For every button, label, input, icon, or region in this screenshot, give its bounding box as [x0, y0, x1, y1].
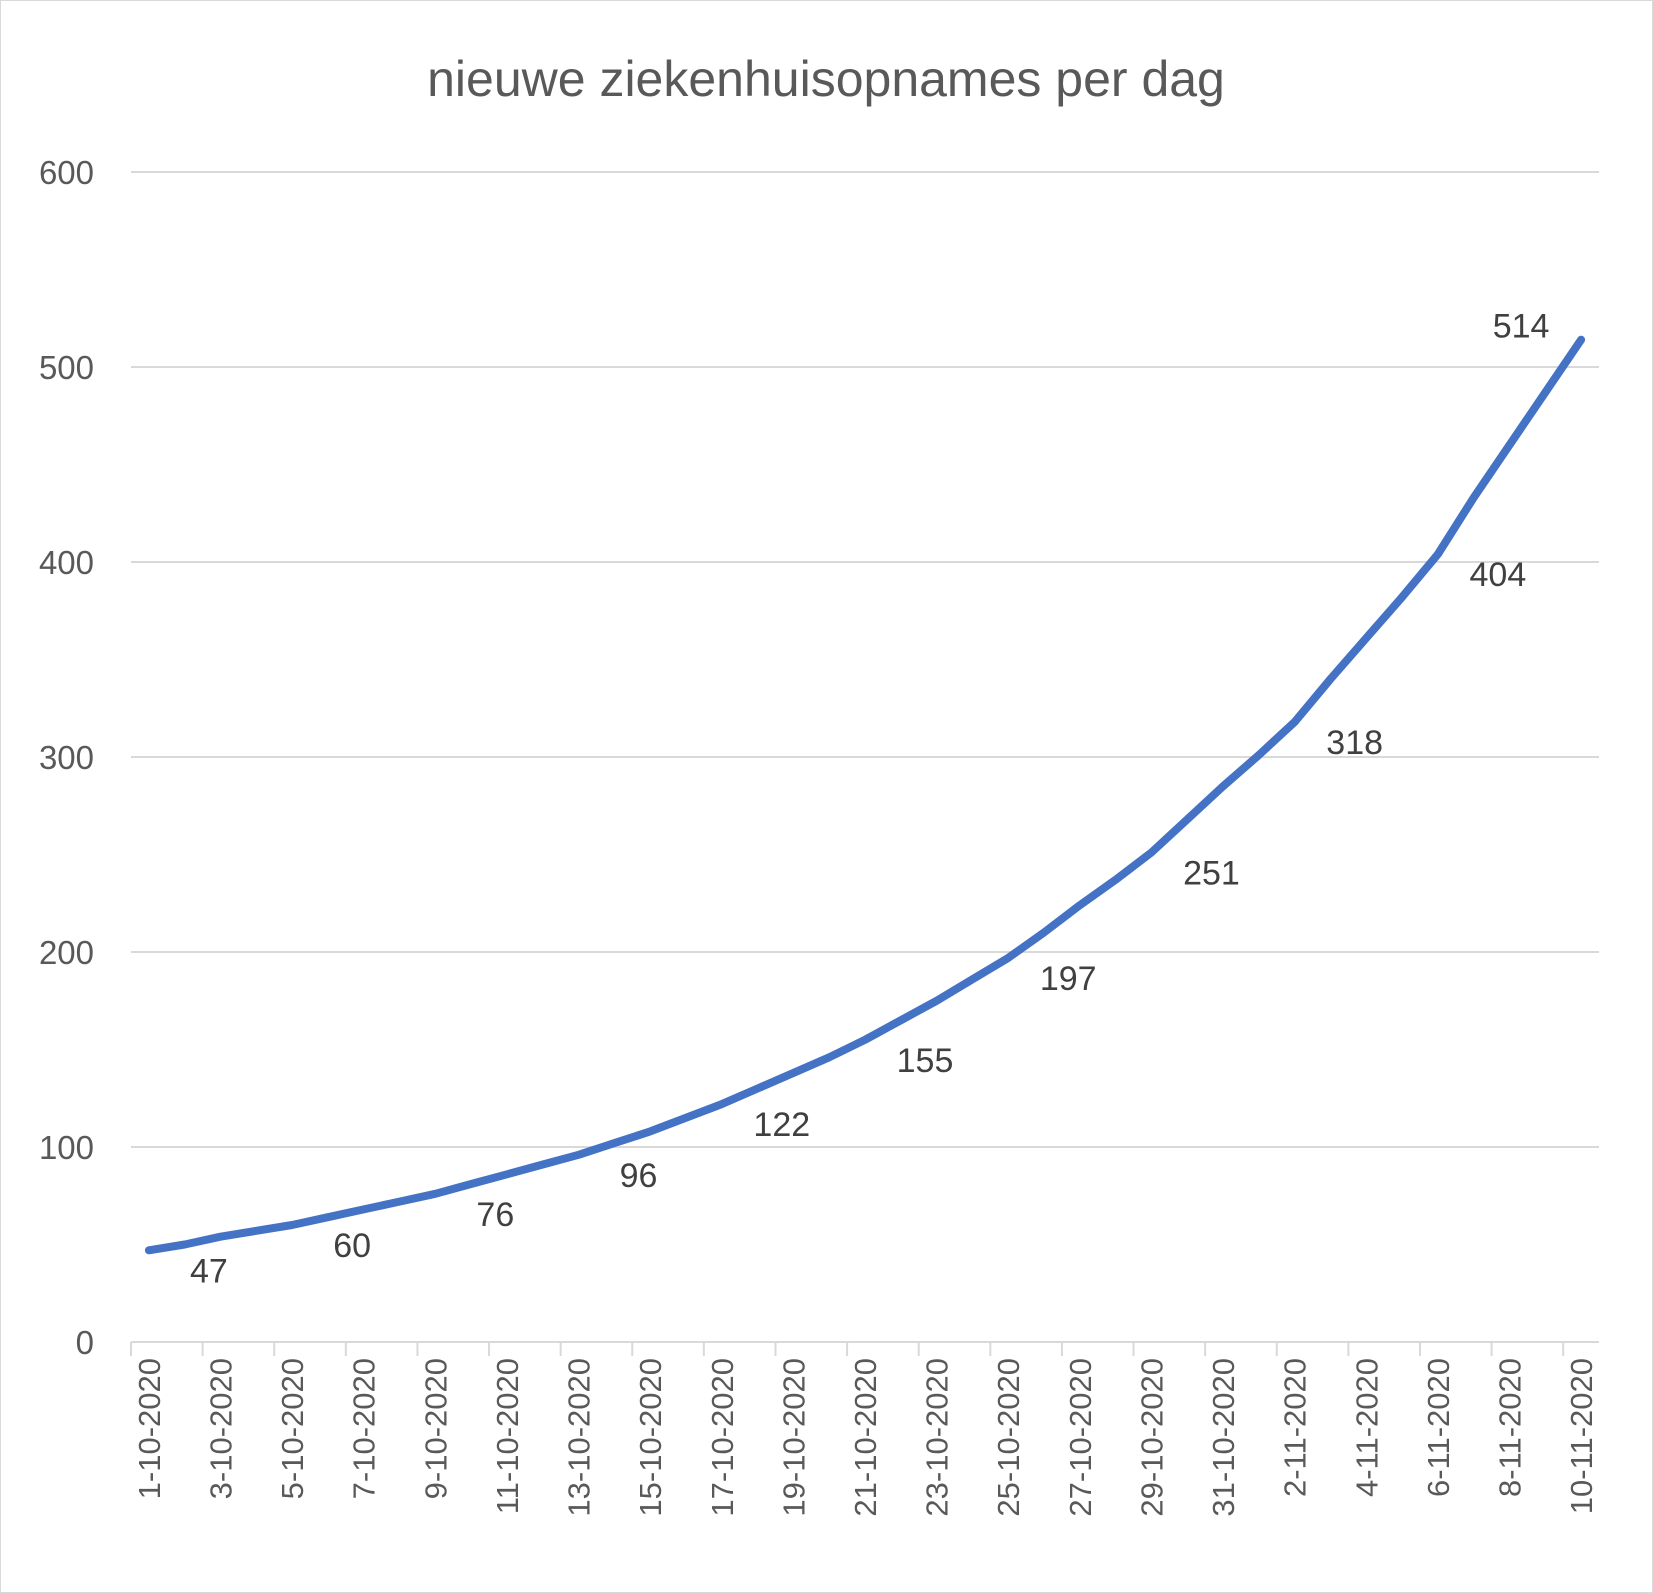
y-tick-label: 400: [39, 544, 94, 581]
data-labels: 47 60 76 96 122 155 197 251 318 404 514: [190, 308, 1549, 1291]
y-tick-label: 0: [76, 1324, 94, 1361]
x-tick-label: 7-10-2020: [347, 1358, 382, 1499]
data-label: 404: [1470, 556, 1527, 594]
x-tick-label: 8-11-2020: [1492, 1358, 1527, 1497]
x-tick-label: 9-10-2020: [418, 1358, 453, 1499]
x-tick-label: 23-10-2020: [920, 1358, 955, 1517]
data-label: 60: [333, 1227, 371, 1265]
x-tick-label: 31-10-2020: [1206, 1358, 1241, 1517]
x-tick-label: 13-10-2020: [562, 1358, 597, 1517]
x-tick-label: 2-11-2020: [1278, 1358, 1313, 1497]
x-axis: 1-10-2020 3-10-2020 5-10-2020 7-10-2020 9-10…: [130, 1341, 1599, 1517]
x-tick-label: 6-11-2020: [1421, 1358, 1456, 1497]
data-label: 122: [753, 1106, 810, 1144]
x-tick-label: 1-10-2020: [132, 1358, 167, 1499]
series-line: [144, 335, 1586, 1255]
x-tick-label: 11-10-2020: [490, 1358, 525, 1514]
data-label: 96: [620, 1157, 658, 1195]
data-label: 76: [476, 1196, 514, 1234]
y-tick-label: 200: [39, 934, 94, 971]
x-tick-label: 4-11-2020: [1349, 1358, 1384, 1497]
x-tick-label: 29-10-2020: [1134, 1358, 1169, 1517]
data-label: 155: [897, 1042, 954, 1080]
x-tick-label: 5-10-2020: [275, 1358, 310, 1499]
data-label: 318: [1326, 724, 1383, 762]
data-label: 251: [1183, 855, 1240, 893]
data-label: 514: [1493, 308, 1550, 346]
x-tick-label: 19-10-2020: [776, 1358, 811, 1517]
data-label: 197: [1040, 960, 1097, 998]
x-tick-label: 10-11-2020: [1564, 1358, 1599, 1514]
y-tick-label: 500: [39, 349, 94, 386]
y-tick-label: 100: [39, 1129, 94, 1166]
data-label: 47: [190, 1252, 228, 1290]
chart-title: nieuwe ziekenhuisopnames per dag: [427, 51, 1225, 107]
series-line-group: [144, 335, 1586, 1255]
x-tick-label: 21-10-2020: [848, 1358, 883, 1517]
x-tick-label: 17-10-2020: [705, 1358, 740, 1517]
y-tick-label: 600: [39, 154, 94, 191]
x-tick-label: 25-10-2020: [991, 1358, 1026, 1517]
gridlines: [131, 171, 1599, 1148]
x-tick-label: 3-10-2020: [204, 1358, 239, 1499]
x-tick-label: 15-10-2020: [633, 1358, 668, 1517]
y-axis-ticks: 0 100 200 300 400 500 600: [39, 154, 94, 1361]
y-tick-label: 300: [39, 739, 94, 776]
x-tick-label: 27-10-2020: [1063, 1358, 1098, 1517]
